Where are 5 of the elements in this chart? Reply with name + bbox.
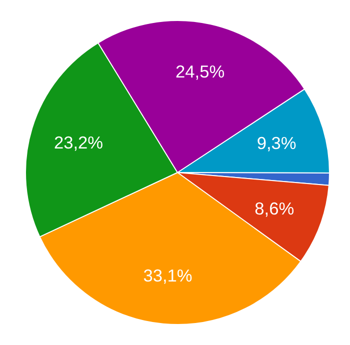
data-label: 33,1% bbox=[143, 265, 192, 286]
data-label: 8,6% bbox=[254, 198, 294, 218]
data-label: 23,2% bbox=[54, 132, 104, 153]
data-label: 24,5% bbox=[175, 62, 225, 82]
data-label: 9,3% bbox=[256, 133, 296, 154]
